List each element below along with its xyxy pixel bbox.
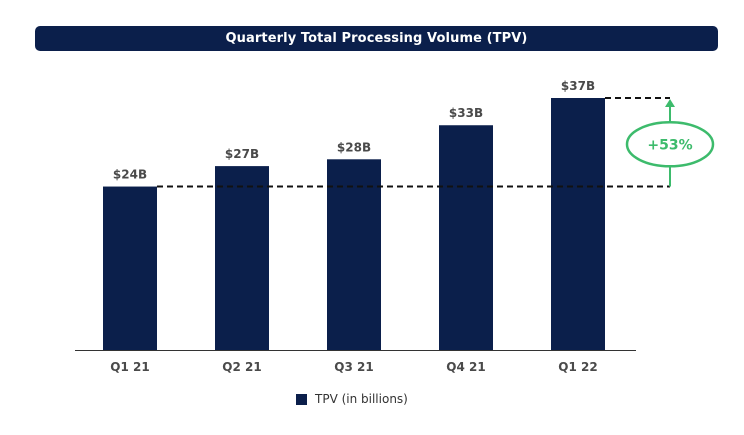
- data-label: $24B: [113, 168, 147, 182]
- x-tick-label: Q1 21: [110, 360, 149, 374]
- bar: [551, 98, 605, 350]
- bar: [439, 125, 493, 350]
- data-label: $37B: [561, 79, 595, 93]
- legend-label: TPV (in billions): [315, 392, 408, 406]
- legend-swatch: [296, 393, 307, 405]
- bar: [327, 159, 381, 350]
- data-label: $27B: [225, 147, 259, 161]
- growth-callout-ellipse: [625, 121, 715, 168]
- data-label: $33B: [449, 106, 483, 120]
- x-tick-label: Q1 22: [558, 360, 597, 374]
- chart-title: Quarterly Total Processing Volume (TPV): [225, 31, 528, 46]
- growth-callout-label: +53%: [647, 137, 692, 153]
- x-tick-label: Q2 21: [222, 360, 261, 374]
- chart-title-bar: Quarterly Total Processing Volume (TPV): [35, 26, 718, 51]
- bar: [215, 166, 269, 350]
- x-tick-label: Q3 21: [334, 360, 373, 374]
- growth-arrow-head: [665, 99, 675, 107]
- x-tick-label: Q4 21: [446, 360, 485, 374]
- data-label: $28B: [337, 140, 371, 154]
- bar: [103, 186, 157, 350]
- legend: TPV (in billions): [296, 390, 408, 408]
